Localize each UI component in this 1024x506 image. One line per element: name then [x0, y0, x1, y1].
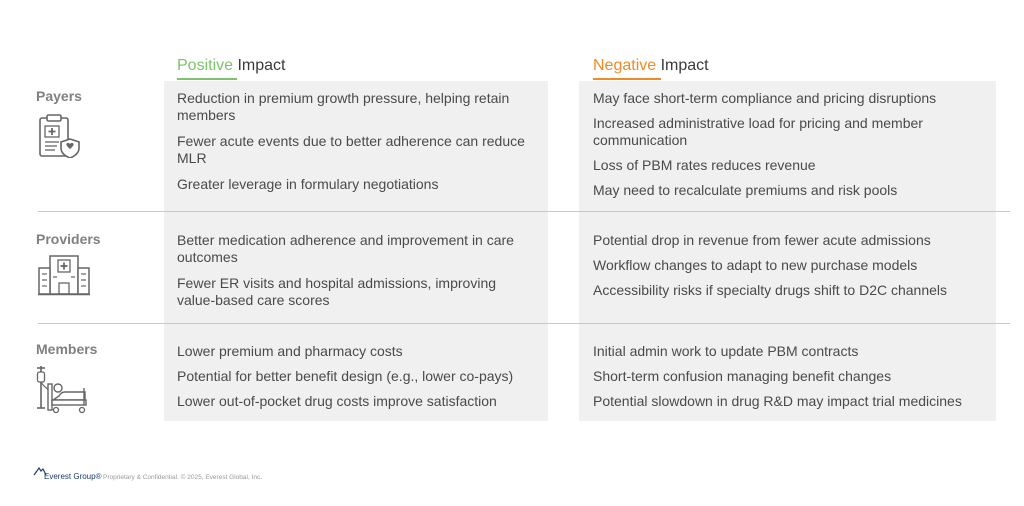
- footer-confidential-text: Proprietary & Confidential. © 2025, Ever…: [103, 474, 263, 481]
- positive-panel-members: [164, 324, 548, 421]
- positive-panel-providers: [164, 212, 548, 323]
- row-divider-2: [38, 323, 1010, 324]
- negative-panel-payers: [579, 81, 996, 211]
- providers-negative-1: Potential drop in revenue from fewer acu…: [593, 232, 931, 248]
- payers-positive-3: Greater leverage in formulary negotiatio…: [177, 176, 439, 192]
- members-positive-3: Lower out-of-pocket drug costs improve s…: [177, 393, 497, 409]
- negative-header-underline: [593, 78, 661, 80]
- patient-bed-icon: [36, 364, 88, 414]
- clipboard-shield-icon: [37, 114, 83, 158]
- payers-positive-1: Reduction in premium growth pressure, he…: [177, 90, 510, 123]
- members-negative-1: Initial admin work to update PBM contrac…: [593, 343, 859, 359]
- negative-panel-providers: [579, 212, 996, 323]
- payers-positive-2: Fewer acute events due to better adheren…: [177, 133, 525, 166]
- providers-negative-2: Workflow changes to adapt to new purchas…: [593, 257, 918, 273]
- row-divider-1: [38, 211, 1010, 212]
- members-negative-3: Potential slowdown in drug R&D may impac…: [593, 393, 962, 409]
- negative-header-rest: Impact: [656, 57, 709, 74]
- hospital-building-icon: [38, 254, 90, 296]
- row-label-members: Members: [36, 341, 98, 357]
- positive-accent-word: Positive: [177, 57, 234, 74]
- row-label-payers: Payers: [36, 88, 82, 104]
- members-negative-2: Short-term confusion managing benefit ch…: [593, 368, 892, 384]
- positive-panel-payers: [164, 81, 548, 211]
- members-positive-2: Potential for better benefit design (e.g…: [177, 368, 514, 384]
- members-positive-1: Lower premium and pharmacy costs: [177, 343, 403, 359]
- providers-positive-1: Better medication adherence and improvem…: [177, 232, 514, 265]
- everest-group-logo: Everest Group®: [44, 472, 102, 481]
- payers-negative-1: May face short-term compliance and prici…: [593, 90, 937, 106]
- positive-header-underline: [177, 78, 237, 80]
- payers-negative-2: Increased administrative load for pricin…: [593, 115, 923, 148]
- providers-negative-3: Accessibility risks if specialty drugs s…: [593, 282, 948, 298]
- payers-negative-4: May need to recalculate premiums and ris…: [593, 182, 898, 198]
- positive-header-rest: Impact: [233, 57, 286, 74]
- row-label-providers: Providers: [36, 231, 101, 247]
- negative-impact-header: Negative Impact: [593, 57, 709, 75]
- payers-negative-3: Loss of PBM rates reduces revenue: [593, 157, 816, 173]
- negative-panel-members: [579, 324, 996, 421]
- negative-accent-word: Negative: [593, 57, 657, 74]
- positive-impact-header: Positive Impact: [177, 57, 286, 75]
- everest-logo-mark: [33, 463, 47, 481]
- providers-positive-2: Fewer ER visits and hospital admissions,…: [177, 275, 497, 308]
